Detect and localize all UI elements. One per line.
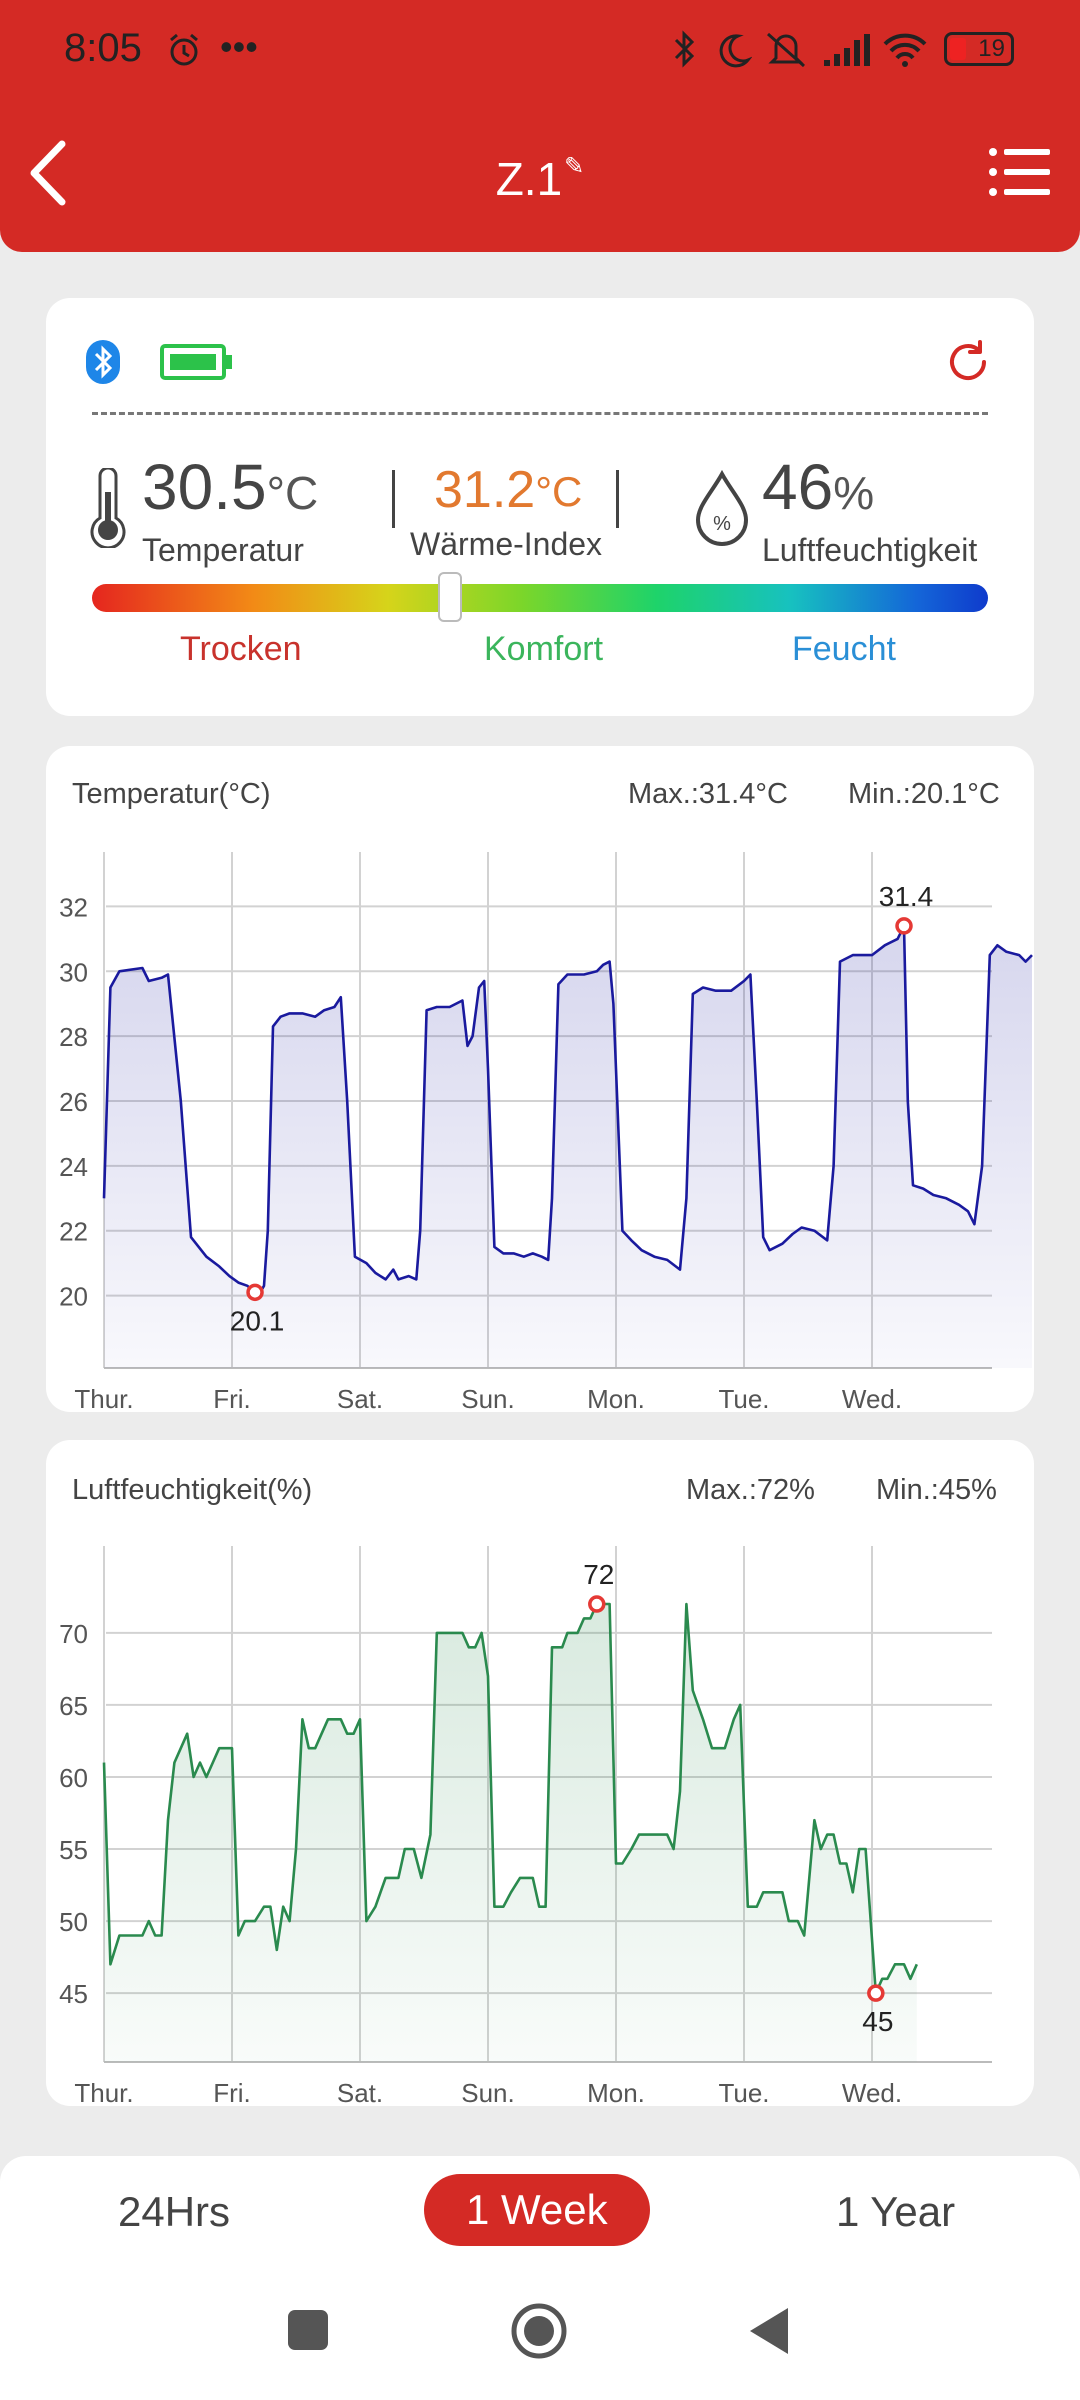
x-tick-label: Wed. [842,2078,902,2106]
x-tick-label: Fri. [213,1384,251,1412]
min-value-label: 45 [862,2006,893,2037]
humidity-min-label: Min.:45% [876,1474,997,1506]
separator [392,470,395,528]
x-tick-label: Fri. [213,2078,251,2106]
separator [616,470,619,528]
y-tick-label: 28 [59,1022,88,1052]
battery-level: 19 [978,35,1005,62]
back-arrow-icon[interactable] [22,138,82,208]
zone-comfort-label: Komfort [484,630,604,668]
thermometer-icon [90,468,126,548]
x-tick-label: Mon. [587,1384,645,1412]
app-header: 8:05 ••• 19 [0,0,1080,252]
humidity-label: Luftfeuchtigkeit [762,532,978,568]
range-tab-bar: 24Hrs 1 Week 1 Year [0,2156,1080,2400]
heat-index-reading: 31.2 °C [434,460,582,520]
x-tick-label: Sat. [337,2078,383,2106]
humidity-chart: 45 50 55 60 65 70 Thur. Fri. Sat. Sun. Mon. Tue. Wed… [59,1546,992,2106]
zone-dry-label: Trocken [180,630,302,668]
temperature-max-label: Max.:31.4°C [628,778,788,810]
bluetooth-status-icon [674,30,695,68]
zone-humid-label: Feucht [792,630,896,668]
signal-icon [824,34,870,66]
x-tick-label: Wed. [842,1384,902,1412]
max-value-label: 31.4 [879,881,934,912]
status-bar: 8:05 ••• 19 [0,0,1080,100]
nav-bar: Z.1✎ [0,110,1080,230]
y-tick-label: 26 [59,1087,88,1117]
y-tick-label: 50 [59,1907,88,1937]
y-tick-label: 70 [59,1619,88,1649]
moon-icon [719,34,752,68]
bluetooth-icon [86,340,120,384]
min-marker [867,1984,885,2002]
temperature-chart-title: Temperatur(°C) [72,778,271,810]
recents-nav-icon[interactable] [286,2308,330,2352]
status-time: 8:05 [64,26,142,70]
y-tick-label: 45 [59,1979,88,2009]
y-tick-label: 20 [59,1282,88,1312]
heat-index-value: 31.2 [434,461,536,519]
divider [92,412,988,415]
humidity-value: 46 [762,451,834,523]
min-value-label: 20.1 [230,1305,285,1336]
x-tick-label: Thur. [74,2078,133,2106]
temperature-unit: °C [266,467,319,519]
temperature-value: 30.5 [142,451,267,523]
x-tick-label: Mon. [587,2078,645,2106]
x-tick-label: Thur. [74,1384,133,1412]
page-title-text: Z.1 [495,153,563,205]
temperature-reading: 30.5 °C [142,450,318,524]
tab-24hrs[interactable]: 24Hrs [118,2188,231,2235]
humidity-unit: % [833,467,875,519]
series-line [102,1602,918,1995]
wifi-icon [883,33,927,67]
menu-icon[interactable] [988,146,1050,198]
battery-icon [160,344,232,380]
page-title[interactable]: Z.1✎ [0,152,1080,206]
edit-icon[interactable]: ✎ [564,153,585,180]
x-tick-label: Sun. [461,1384,515,1412]
svg-text:%: % [713,513,731,535]
home-nav-icon[interactable] [510,2302,568,2360]
tab-1-year[interactable]: 1 Year [836,2188,956,2235]
alarm-icon [170,33,198,66]
y-tick-label: 30 [59,957,88,987]
temperature-min-label: Min.:20.1°C [848,778,1000,810]
series-area [104,1604,917,2062]
x-tick-label: Sun. [461,2078,515,2106]
more-icon: ••• [220,26,258,67]
max-marker [588,1595,606,1613]
series-line [102,924,1033,1294]
max-marker [895,917,913,935]
y-tick-label: 65 [59,1691,88,1721]
humidity-chart-title: Luftfeuchtigkeit(%) [72,1474,313,1506]
y-tick-label: 55 [59,1835,88,1865]
series-area [104,925,1032,1368]
x-tick-label: Tue. [718,2078,769,2106]
humidity-drop-icon: % [695,470,749,546]
y-tick-label: 24 [59,1152,88,1182]
min-marker [246,1283,264,1302]
temperature-label: Temperatur [142,532,304,568]
x-tick-label: Tue. [718,1384,769,1412]
humidity-max-label: Max.:72% [686,1474,815,1506]
x-tick-label: Sat. [337,1384,383,1412]
comfort-indicator [438,572,463,622]
y-tick-label: 32 [59,892,88,922]
humidity-reading: 46 % [762,450,874,524]
y-tick-label: 22 [59,1217,88,1247]
heat-index-label: Wärme-Index [410,526,603,562]
refresh-icon[interactable] [944,338,992,386]
back-nav-icon[interactable] [748,2306,792,2356]
tab-1-week[interactable]: 1 Week [424,2174,650,2246]
y-tick-label: 60 [59,1763,88,1793]
temperature-chart: 20 22 24 26 28 30 32 Thur. Fri. Sat. Sun. Mon. Tue. W… [59,852,1033,1412]
heat-index-unit: °C [535,468,583,515]
mute-icon [767,32,805,68]
comfort-bar [92,584,988,612]
max-value-label: 72 [583,1559,614,1590]
battery-status-icon: 19 [944,32,1014,66]
